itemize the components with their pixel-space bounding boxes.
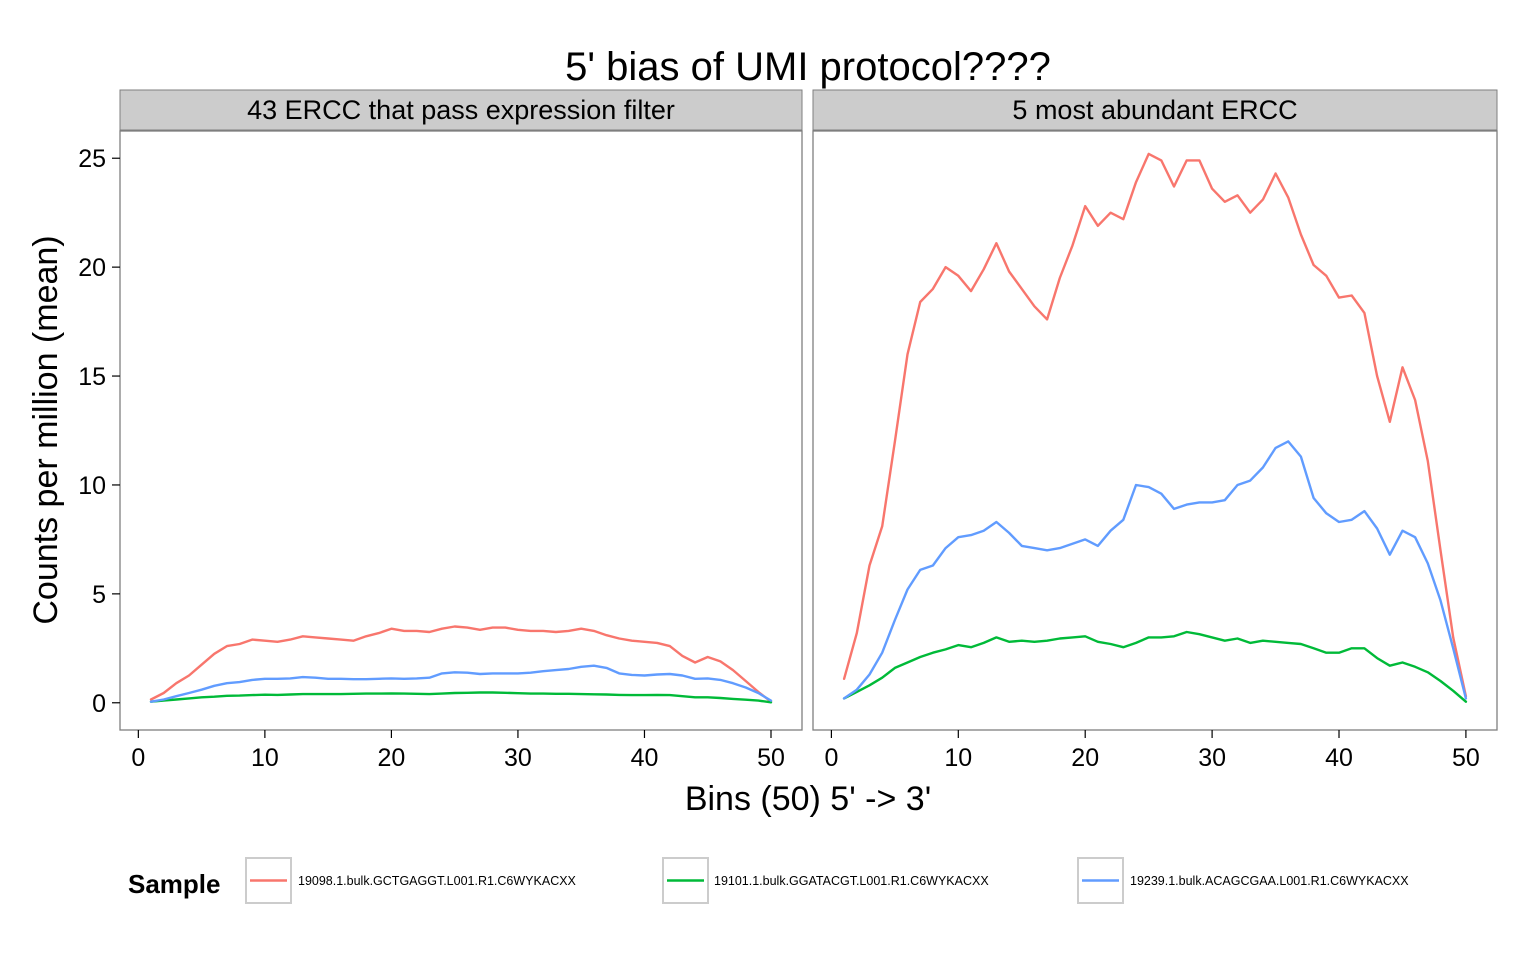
panel-1: 43 ERCC that pass expression filter 0 10 20…: [78, 89, 803, 772]
legend-item: 19101.1.bulk.GGATACGT.L001.R1.C6WYKACXX: [662, 857, 989, 904]
plot-panel: [812, 130, 1498, 731]
legend-item: 19098.1.bulk.GCTGAGGT.L001.R1.C6WYKACXX: [245, 857, 577, 904]
series-line-2: [842, 630, 1468, 703]
x-tick-label: 50: [1452, 744, 1480, 772]
x-tick-label: 50: [757, 744, 785, 772]
y-tick-label: 0: [92, 690, 106, 718]
chart-title: 5' bias of UMI protocol????: [565, 45, 1051, 89]
x-axis-title: Bins (50) 5' -> 3': [685, 780, 931, 818]
legend-items: 19098.1.bulk.GCTGAGGT.L001.R1.C6WYKACXX 1…: [245, 857, 1409, 904]
y-tick-label: 5: [92, 581, 106, 609]
x-tick-label: 40: [631, 744, 659, 772]
x-tick-label: 40: [1325, 744, 1353, 772]
x-tick-label: 20: [378, 744, 406, 772]
x-tick-label: 0: [131, 744, 145, 772]
panels: 43 ERCC that pass expression filter 0 10 20…: [78, 89, 1498, 772]
y-tick-label: 20: [78, 254, 106, 282]
y-tick-label: 25: [78, 145, 106, 173]
facet-strip-label: 5 most abundant ERCC: [1012, 95, 1297, 125]
legend-label: 19239.1.bulk.ACAGCGAA.L001.R1.C6WYKACXX: [1130, 874, 1409, 888]
legend-label: 19101.1.bulk.GGATACGT.L001.R1.C6WYKACXX: [714, 874, 989, 888]
panel-2: 5 most abundant ERCC 0 10 20 30 40 50: [812, 89, 1498, 772]
y-axis-title: Counts per million (mean): [27, 235, 65, 624]
facet-strip-label: 43 ERCC that pass expression filter: [247, 95, 675, 125]
plot-panel: [119, 130, 803, 731]
facet-strip: [119, 89, 803, 131]
series-line-3: [149, 664, 773, 703]
series-line-1: [149, 625, 773, 703]
x-tick-label: 10: [944, 744, 972, 772]
series-line-3: [842, 440, 1468, 700]
legend-item: 19239.1.bulk.ACAGCGAA.L001.R1.C6WYKACXX: [1077, 857, 1409, 904]
x-tick-label: 10: [251, 744, 279, 772]
legend: Sample 19098.1.bulk.GCTGAGGT.L001.R1.C6W…: [128, 857, 1409, 904]
x-tick-label: 0: [824, 744, 838, 772]
x-tick-label: 30: [1198, 744, 1226, 772]
facet-strip: [812, 89, 1498, 131]
y-tick-label: 15: [78, 363, 106, 391]
x-tick-label: 20: [1071, 744, 1099, 772]
legend-title: Sample: [128, 869, 221, 899]
legend-label: 19098.1.bulk.GCTGAGGT.L001.R1.C6WYKACXX: [298, 874, 577, 888]
y-tick-label: 10: [78, 472, 106, 500]
x-tick-label: 30: [504, 744, 532, 772]
series-line-2: [149, 691, 773, 704]
series-line-1: [842, 152, 1468, 698]
